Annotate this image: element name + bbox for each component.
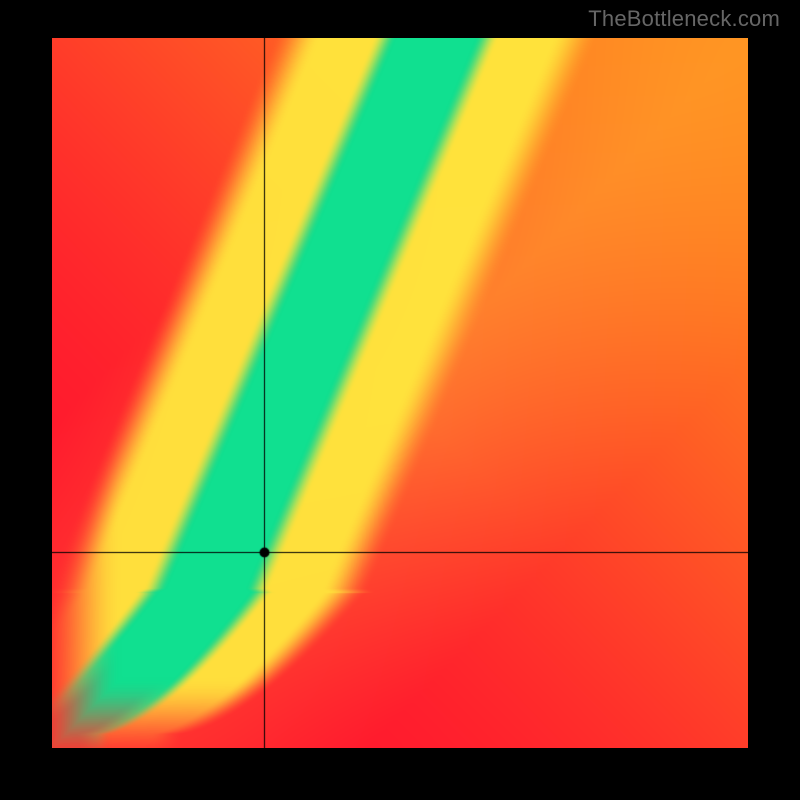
chart-frame: TheBottleneck.com (0, 0, 800, 800)
watermark-text: TheBottleneck.com (588, 6, 780, 32)
heatmap-canvas (52, 38, 748, 748)
